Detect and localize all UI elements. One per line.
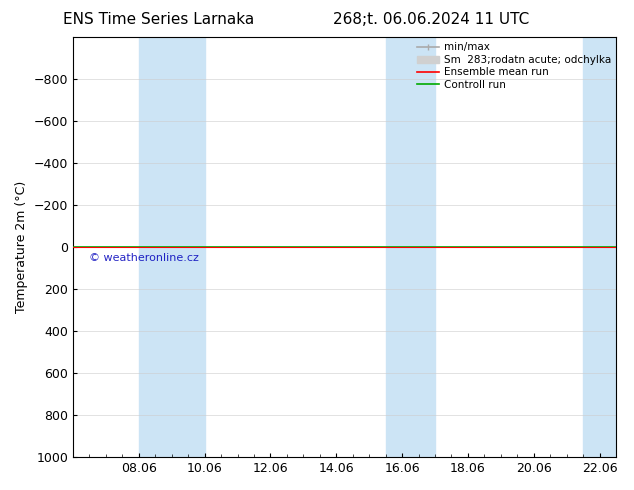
- Text: 268;t. 06.06.2024 11 UTC: 268;t. 06.06.2024 11 UTC: [333, 12, 529, 27]
- Legend: min/max, Sm  283;rodatn acute; odchylka, Ensemble mean run, Controll run: min/max, Sm 283;rodatn acute; odchylka, …: [415, 40, 613, 92]
- Bar: [139, 37, 205, 457]
- Bar: [583, 37, 616, 457]
- Bar: [385, 37, 435, 457]
- Text: © weatheronline.cz: © weatheronline.cz: [89, 253, 199, 263]
- Text: ENS Time Series Larnaka: ENS Time Series Larnaka: [63, 12, 254, 27]
- Y-axis label: Temperature 2m (°C): Temperature 2m (°C): [15, 181, 28, 313]
